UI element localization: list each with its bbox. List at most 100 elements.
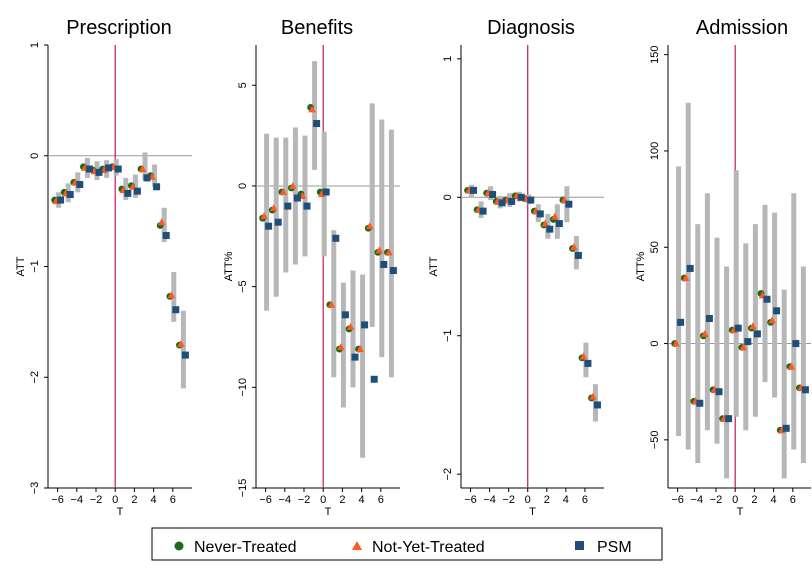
point-psm <box>593 401 601 409</box>
point-psm <box>565 200 573 208</box>
y-tick-label: 150 <box>649 45 661 63</box>
point-psm <box>85 165 93 173</box>
point-psm <box>725 415 733 423</box>
point-psm <box>705 315 713 323</box>
point-psm <box>105 164 113 172</box>
y-tick-label: 1 <box>442 56 454 62</box>
point-psm <box>773 307 781 315</box>
x-tick-label: 6 <box>378 494 384 506</box>
point-psm <box>753 330 761 338</box>
x-tick-label: 2 <box>131 494 137 506</box>
x-tick-label: 4 <box>151 494 157 506</box>
point-not-yet-treated <box>289 181 297 189</box>
panel-admission: Admission 150 100 50 0 −50 ATT% −6 −4 −2 0 2 4 6 T <box>635 17 811 518</box>
x-tick-label: 4 <box>771 494 777 506</box>
point-psm <box>508 197 516 205</box>
point-psm <box>686 264 694 272</box>
y-tick-label: −2 <box>442 468 454 481</box>
point-not-yet-treated <box>551 212 559 220</box>
x-tick-label: −2 <box>90 494 103 506</box>
point-psm <box>546 225 554 233</box>
point-psm <box>380 260 388 268</box>
panel-title: Diagnosis <box>487 17 575 39</box>
x-tick-label: −6 <box>259 494 272 506</box>
y-tick-label: 0 <box>649 340 661 346</box>
point-psm <box>332 234 340 242</box>
legend-label-psm: PSM <box>597 539 632 556</box>
point-not-yet-treated <box>589 392 597 400</box>
y-tick-label: −15 <box>237 479 249 498</box>
y-tick-label: 100 <box>649 142 661 160</box>
point-psm <box>265 222 273 230</box>
point-psm <box>172 306 180 314</box>
x-axis-label: T <box>737 506 744 518</box>
x-tick-label: 4 <box>359 494 365 506</box>
point-not-yet-treated <box>177 340 185 348</box>
point-not-yet-treated <box>337 343 345 351</box>
point-psm <box>351 353 359 361</box>
point-not-yet-treated <box>672 339 680 347</box>
legend-label-not-yet-treated: Not-Yet-Treated <box>372 539 485 556</box>
x-axis-label: T <box>325 506 332 518</box>
point-psm <box>370 375 378 383</box>
point-psm <box>574 251 582 259</box>
x-tick-label: 2 <box>544 494 550 506</box>
x-tick-label: 6 <box>170 494 176 506</box>
x-tick-label: 0 <box>320 494 326 506</box>
x-tick-label: −2 <box>710 494 723 506</box>
point-psm <box>76 181 84 189</box>
x-tick-label: −4 <box>483 494 496 506</box>
point-psm <box>114 165 122 173</box>
x-tick-label: 2 <box>751 494 757 506</box>
point-psm <box>744 338 752 346</box>
point-not-yet-treated <box>157 218 166 226</box>
point-psm <box>133 187 141 195</box>
point-psm <box>153 183 161 191</box>
y-tick-label: 0 <box>29 153 41 159</box>
y-axis-label: ATT <box>428 256 440 276</box>
y-tick-label: −3 <box>29 482 41 495</box>
legend: Never-Treated Not-Yet-Treated PSM <box>151 527 663 561</box>
point-psm <box>470 186 478 194</box>
point-psm <box>341 311 349 319</box>
point-psm <box>57 196 65 204</box>
x-tick-label: −4 <box>71 494 84 506</box>
x-axis-label: T <box>117 506 124 518</box>
point-psm <box>536 210 544 218</box>
point-not-yet-treated <box>768 316 776 324</box>
panel-diagnosis: Diagnosis 1 0 −1 −2 ATT −6 −4 −2 0 2 4 6 T <box>428 17 604 518</box>
point-not-yet-treated <box>260 212 268 220</box>
x-tick-label: −2 <box>298 494 311 506</box>
legend-label-never-treated: Never-Treated <box>194 539 297 556</box>
y-tick-label: −2 <box>29 371 41 384</box>
point-not-yet-treated <box>375 246 384 254</box>
point-not-yet-treated <box>570 243 578 251</box>
point-not-yet-treated <box>308 105 316 113</box>
point-psm <box>361 321 369 329</box>
point-not-yet-treated <box>346 322 355 330</box>
point-psm <box>313 120 321 128</box>
x-tick-label: 0 <box>732 494 738 506</box>
point-psm <box>782 424 790 432</box>
point-psm <box>303 202 311 210</box>
point-psm <box>584 359 592 367</box>
point-psm <box>389 267 397 275</box>
point-psm <box>124 189 132 197</box>
point-psm <box>95 168 103 176</box>
y-axis-label: ATT% <box>635 251 647 281</box>
x-tick-label: −4 <box>691 494 704 506</box>
point-psm <box>763 295 771 303</box>
x-tick-label: −6 <box>671 494 684 506</box>
point-psm <box>527 196 535 204</box>
x-tick-label: 6 <box>790 494 796 506</box>
point-not-yet-treated <box>327 300 336 308</box>
point-not-yet-treated <box>541 219 550 227</box>
y-axis-label: ATT% <box>223 251 235 281</box>
point-psm <box>715 388 723 396</box>
point-psm <box>284 202 292 210</box>
point-not-yet-treated <box>167 291 176 299</box>
point-psm <box>293 194 301 202</box>
point-psm <box>489 191 497 199</box>
y-tick-label: 50 <box>649 241 661 253</box>
